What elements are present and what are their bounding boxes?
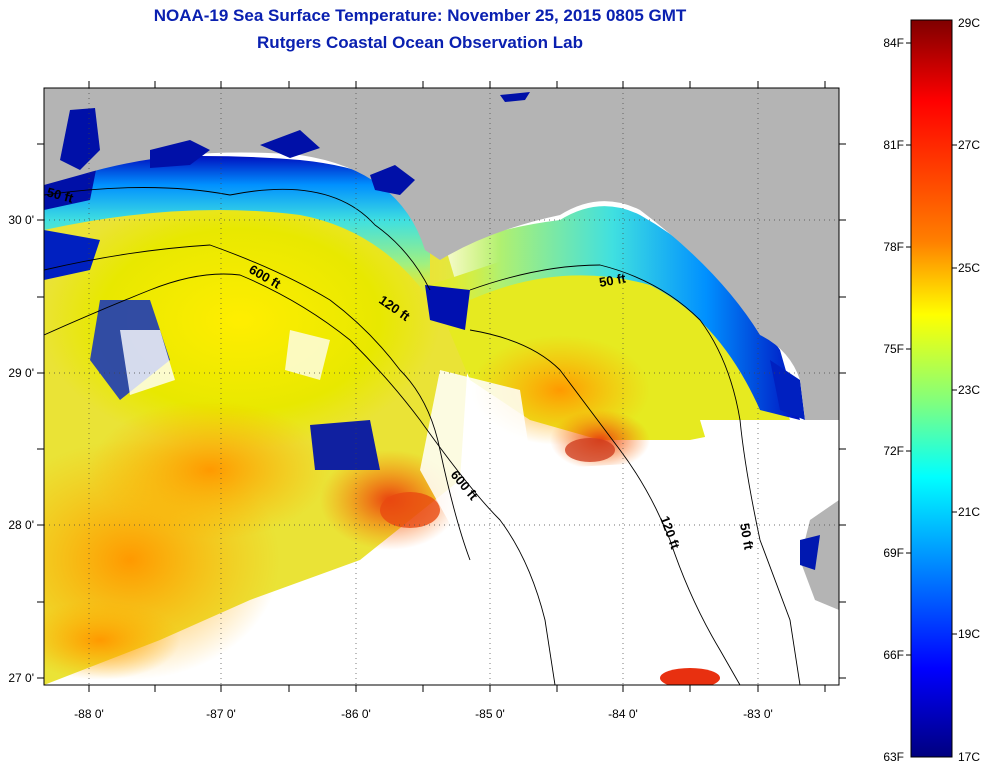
colorbar-c-label: 21C (958, 505, 980, 519)
lat-label: 27 0' (8, 671, 34, 685)
lat-label: 30 0' (8, 213, 34, 227)
lon-label: -87 0' (206, 707, 236, 721)
colorbar-f-label: 69F (883, 546, 904, 560)
colorbar-c-label: 19C (958, 627, 980, 641)
contour-label-50ft: 50 ft (737, 522, 757, 552)
land-area (44, 88, 839, 420)
colorbar-c-label: 25C (958, 261, 980, 275)
colorbar-f-label: 63F (883, 750, 904, 764)
map-frame (43, 87, 840, 686)
colorbar-gradient (910, 19, 953, 758)
contour-label-50ft: 50 ft (45, 184, 75, 206)
lon-label: -86 0' (341, 707, 371, 721)
lon-label: -84 0' (608, 707, 638, 721)
colorbar-f-label: 75F (883, 342, 904, 356)
map-title: NOAA-19 Sea Surface Temperature: Novembe… (153, 6, 687, 25)
lon-label: -85 0' (475, 707, 505, 721)
contour-label-50ft: 50 ft (598, 270, 628, 290)
lat-label: 28 0' (8, 518, 34, 532)
colorbar-f-label: 84F (883, 36, 904, 50)
lat-label: 29 0' (8, 366, 34, 380)
lon-label: -83 0' (743, 707, 773, 721)
lon-label: -88 0' (74, 707, 104, 721)
colorbar-c-label: 17C (958, 750, 980, 764)
colorbar-f-label: 81F (883, 138, 904, 152)
colorbar-c-label: 29C (958, 16, 980, 30)
colorbar-f-label: 78F (883, 240, 904, 254)
colorbar-c-label: 27C (958, 138, 980, 152)
colorbar-f-label: 66F (883, 648, 904, 662)
colorbar-f-label: 72F (883, 444, 904, 458)
colorbar-c-label: 23C (958, 383, 980, 397)
map-subtitle: Rutgers Coastal Ocean Observation Lab (257, 33, 583, 52)
